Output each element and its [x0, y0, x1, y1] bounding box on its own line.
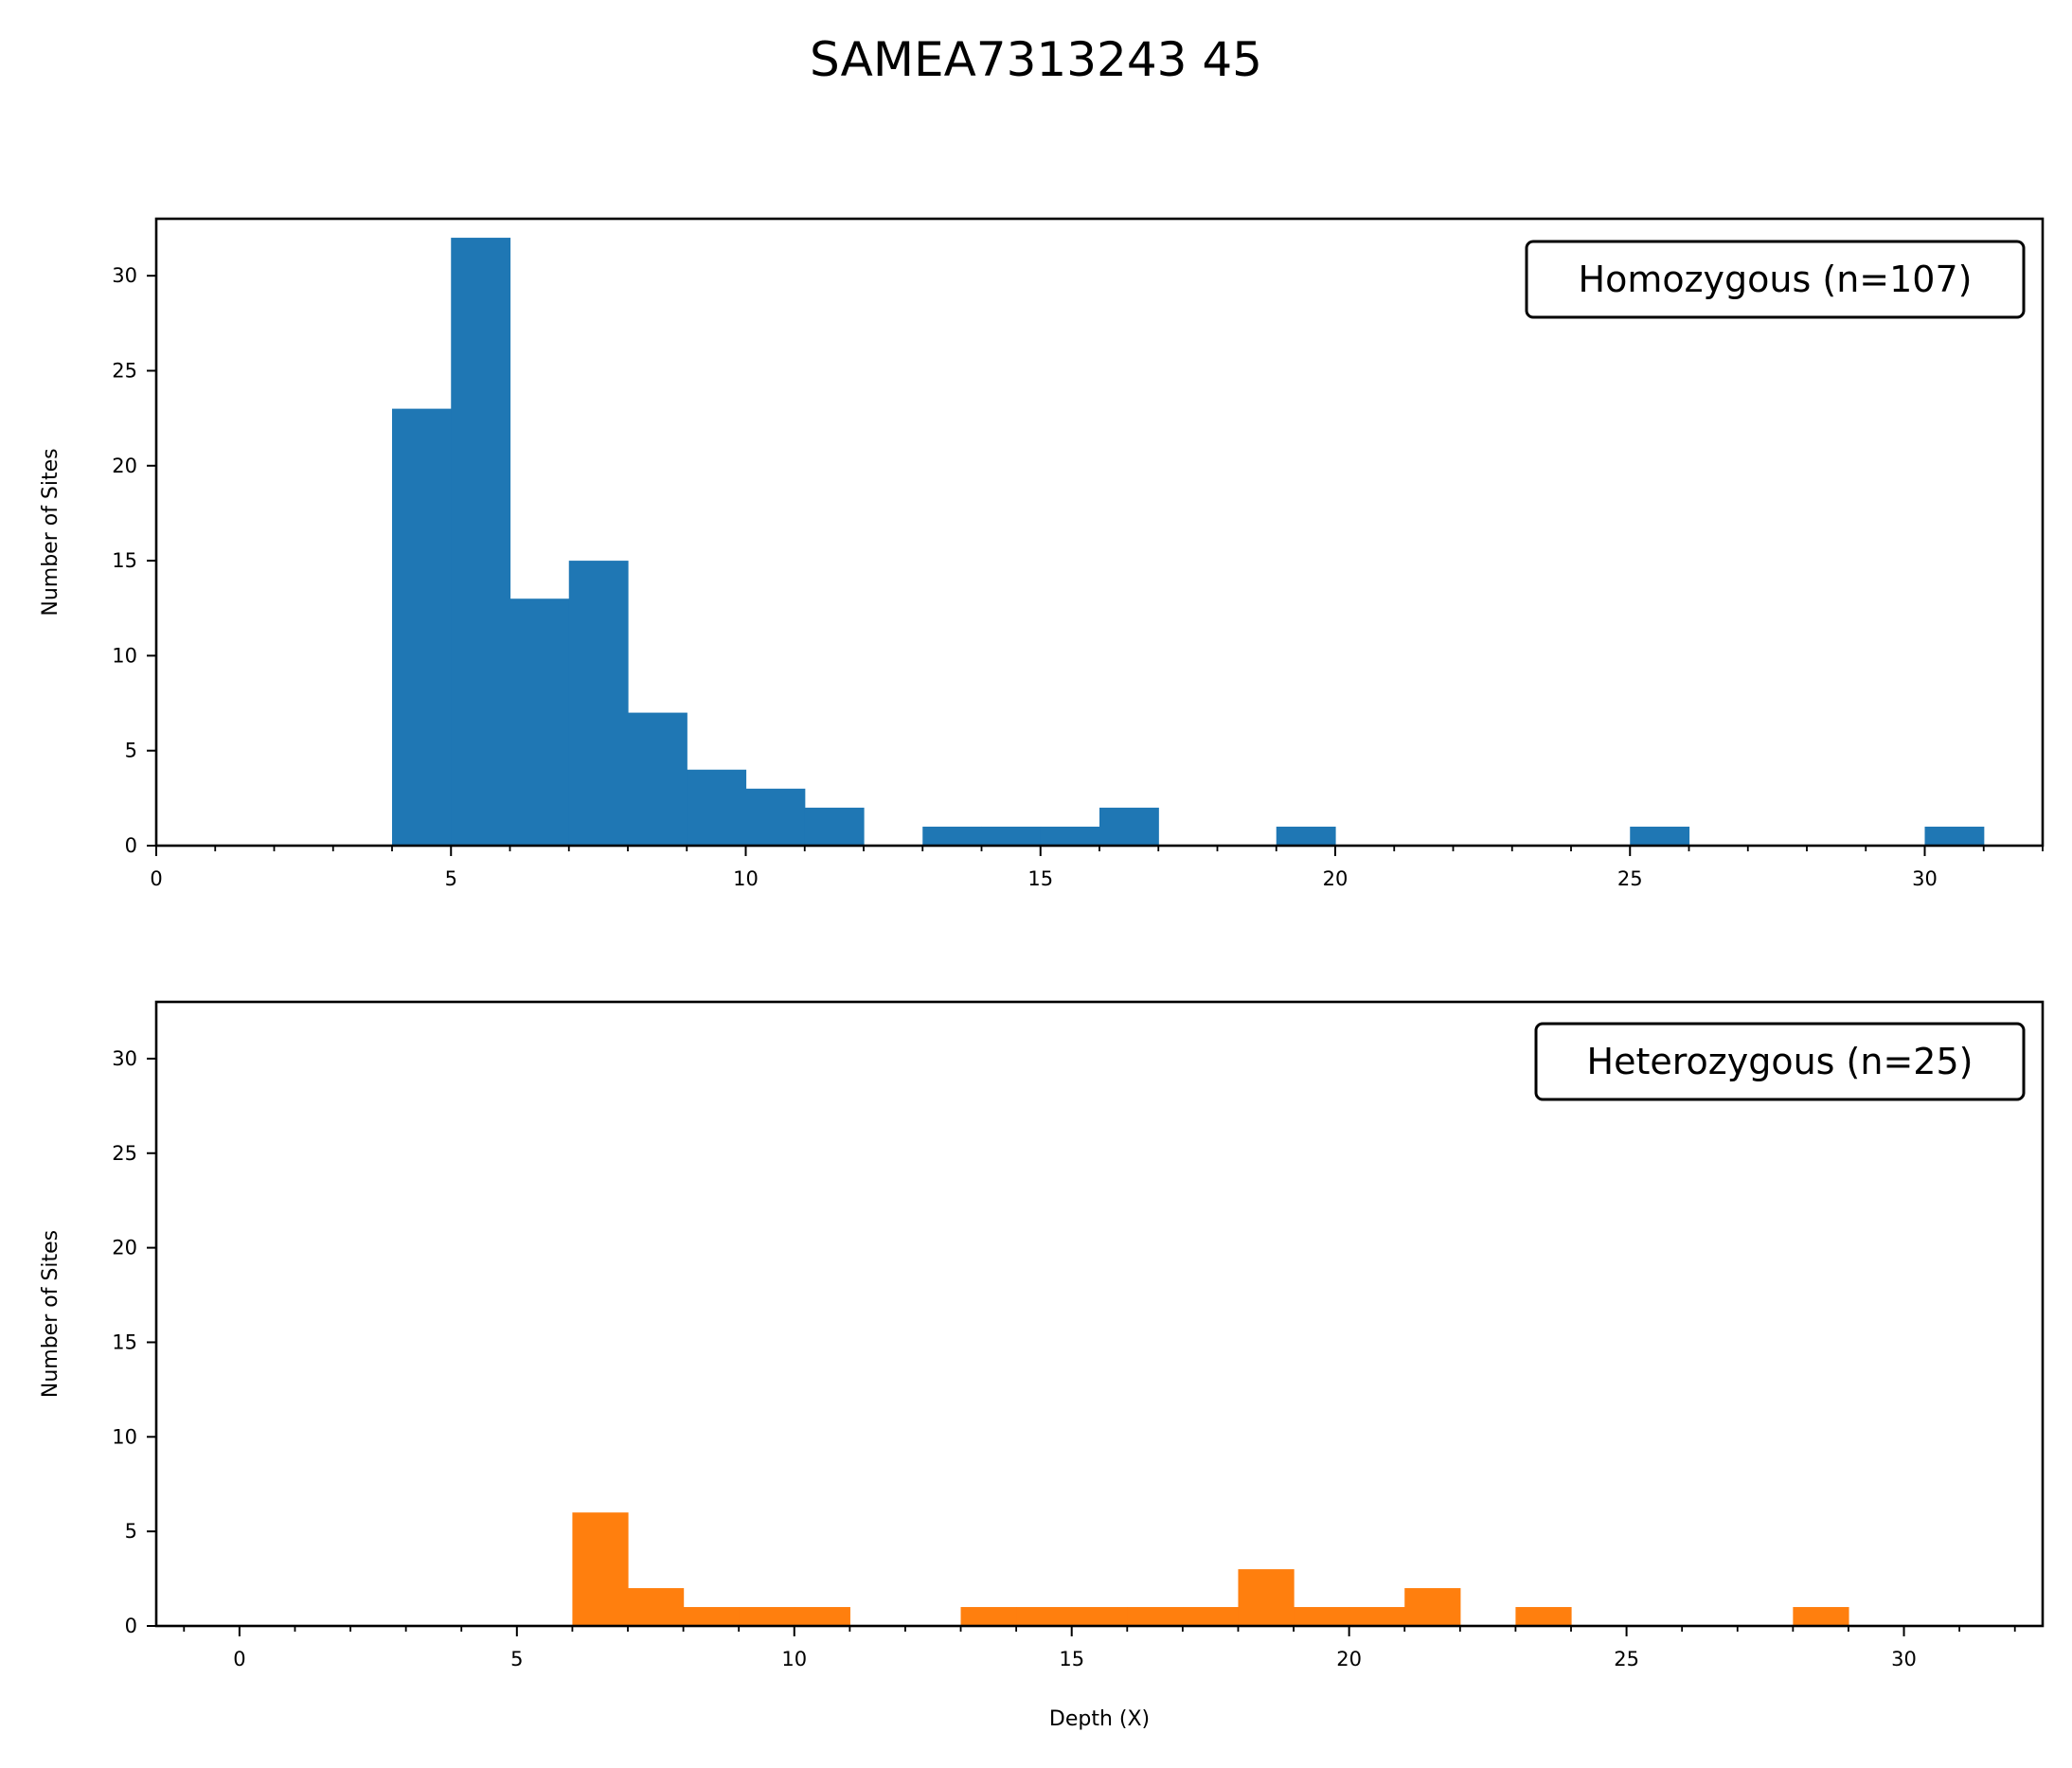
y-axis-label: Number of Sites — [39, 1230, 63, 1398]
x-tick-label: 10 — [733, 867, 759, 890]
x-tick-label: 5 — [445, 867, 457, 890]
y-tick-label: 20 — [112, 455, 137, 477]
homozygous-bar — [392, 408, 452, 846]
heterozygous-bar — [960, 1607, 1017, 1626]
heterozygous-bar — [1127, 1607, 1184, 1626]
y-tick-label: 25 — [112, 359, 137, 382]
homozygous-bar — [451, 238, 511, 846]
y-axis-label: Number of Sites — [39, 448, 63, 616]
homozygous-bar — [1276, 826, 1336, 846]
heterozygous-panel: 0 5 10 15 20 25 30 0 5 10 15 20 25 30 Number of Sites D… — [39, 1000, 2045, 1731]
heterozygous-bar — [1349, 1607, 1405, 1626]
y-tick-label: 5 — [125, 740, 137, 762]
heterozygous-bar — [1294, 1607, 1350, 1626]
x-tick-label: 20 — [1323, 867, 1349, 890]
x-tick-label: 25 — [1614, 1648, 1639, 1670]
heterozygous-bar — [1515, 1607, 1572, 1626]
y-tick-label: 30 — [112, 1047, 137, 1070]
homozygous-bar — [745, 788, 806, 846]
heterozygous-bar — [1071, 1607, 1128, 1626]
y-tick-label: 10 — [112, 1425, 137, 1448]
y-tick-label: 5 — [125, 1520, 137, 1543]
x-tick-label: 15 — [1027, 867, 1053, 890]
figure-title: SAMEA7313243 45 — [810, 32, 1262, 87]
homozygous-bar — [628, 712, 688, 846]
homozygous-bar — [1924, 826, 1985, 846]
x-tick-label: 15 — [1059, 1648, 1084, 1670]
homozygous-bar — [804, 807, 865, 846]
heterozygous-bar — [1182, 1607, 1240, 1626]
axes-frame — [154, 1000, 2045, 1628]
homozygous-bar — [1630, 826, 1690, 846]
heterozygous-bar — [683, 1607, 740, 1626]
heterozygous-bar — [1793, 1607, 1849, 1626]
heterozygous-bar — [794, 1607, 850, 1626]
homozygous-bar — [922, 826, 983, 846]
x-tick-label: 0 — [150, 867, 162, 890]
legend-label: Homozygous (n=107) — [1579, 259, 1973, 300]
heterozygous-bar — [1238, 1569, 1295, 1626]
homozygous-bar — [509, 598, 570, 846]
legend-box — [1525, 240, 2026, 319]
y-tick-label: 25 — [112, 1142, 137, 1165]
homozygous-bar — [1040, 826, 1100, 846]
x-tick-label: 0 — [233, 1648, 245, 1670]
homozygous-bar — [1099, 807, 1159, 846]
heterozygous-bar — [572, 1512, 629, 1626]
y-tick-label: 10 — [112, 644, 137, 667]
x-tick-label: 25 — [1617, 867, 1643, 890]
y-tick-label: 30 — [112, 264, 137, 287]
y-tick-label: 15 — [112, 1330, 137, 1353]
x-tick-label: 30 — [1891, 1648, 1917, 1670]
x-axis-label: Depth (X) — [1049, 1707, 1150, 1731]
y-tick-label: 0 — [125, 1615, 137, 1637]
homozygous-bar — [568, 561, 629, 846]
heterozygous-bar — [628, 1588, 685, 1626]
x-tick-label: 10 — [781, 1648, 807, 1670]
heterozygous-bar — [1016, 1607, 1073, 1626]
homozygous-bar — [981, 826, 1042, 846]
y-tick-label: 0 — [125, 834, 137, 857]
legend-box — [1534, 1022, 2026, 1101]
homozygous-bar — [687, 769, 747, 846]
legend-label: Heterozygous (n=25) — [1587, 1041, 1974, 1082]
homozygous-panel: 0 5 10 15 20 25 30 0 5 10 15 20 25 30 Number of Sites H… — [39, 217, 2045, 890]
x-tick-label: 20 — [1336, 1648, 1362, 1670]
heterozygous-bar — [739, 1607, 795, 1626]
y-tick-label: 20 — [112, 1237, 137, 1259]
x-tick-label: 5 — [510, 1648, 523, 1670]
x-tick-label: 30 — [1912, 867, 1938, 890]
y-tick-label: 15 — [112, 549, 137, 572]
heterozygous-bar — [1404, 1588, 1461, 1626]
